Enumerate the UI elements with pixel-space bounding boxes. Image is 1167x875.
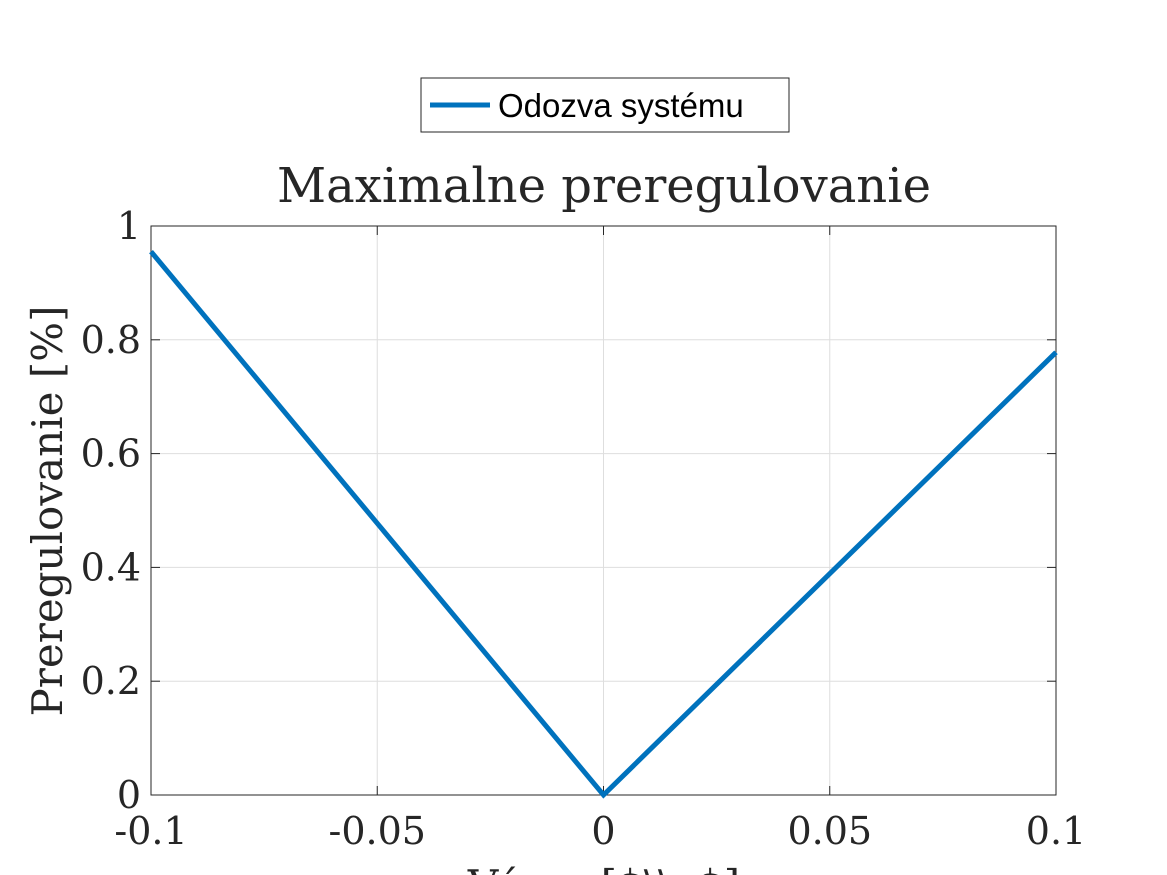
x-tick-label: 0: [591, 809, 615, 853]
y-tick-labels: 0 0.2 0.4 0.6 0.8 1: [81, 204, 141, 817]
plot-area: [149, 250, 1058, 799]
x-tick-label: 0.1: [1026, 809, 1086, 853]
y-tick-label: 1: [117, 204, 141, 248]
y-tick-label: 0: [117, 773, 141, 817]
y-tick-label: 0.4: [81, 545, 141, 589]
legend: Odozva systému: [420, 77, 790, 133]
y-tick-label: 0.6: [81, 432, 141, 476]
legend-label: Odozva systému: [498, 87, 744, 124]
chart-title: Maximalne preregulovanie: [277, 158, 931, 214]
y-tick-label: 0.2: [81, 659, 141, 703]
y-tick-label: 0.8: [81, 318, 141, 362]
grid: [150, 225, 1057, 796]
x-tick-labels: -0.1 -0.05 0 0.05 0.1: [114, 809, 1086, 853]
series-line: [149, 250, 1058, 799]
x-axis-label: Výrez [$\\a$]: [467, 861, 740, 875]
x-tick-label: -0.1: [114, 809, 187, 853]
y-axis-label: Preregulovanie [%]: [23, 306, 72, 717]
x-tick-label: -0.05: [329, 809, 426, 853]
x-tick-label: 0.05: [787, 809, 872, 853]
